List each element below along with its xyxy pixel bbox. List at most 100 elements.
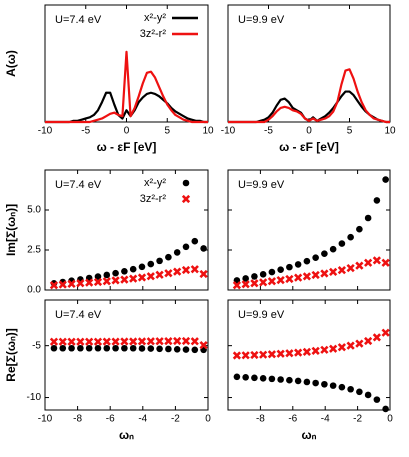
circle-marker [251, 273, 258, 280]
circle-marker [373, 197, 381, 204]
circle-marker [286, 263, 293, 271]
plot-frame [227, 169, 391, 291]
cross-marker [111, 337, 120, 346]
cross-marker [137, 273, 147, 282]
cross-marker [164, 336, 173, 346]
circle-marker [173, 345, 181, 353]
cross-marker [381, 328, 390, 337]
annotation: U=7.4 eV [55, 14, 102, 26]
cross-marker [250, 350, 259, 360]
cross-marker [58, 337, 67, 346]
circle-marker [356, 388, 363, 396]
x-tick-label: -2 [171, 414, 180, 425]
spectral-line [228, 90, 390, 124]
x-tick-label: -4 [321, 414, 330, 425]
cross-marker [337, 343, 347, 352]
cross-marker [76, 337, 85, 346]
circle-marker [94, 273, 102, 280]
circle-marker [321, 250, 328, 257]
cross-marker [241, 351, 250, 360]
circle-marker [338, 383, 346, 391]
cross-marker [285, 349, 294, 358]
circle-marker [364, 391, 372, 399]
circle-marker [286, 376, 293, 384]
cross-marker [311, 270, 320, 280]
y-tick-label: -10 [27, 392, 42, 403]
cross-marker [76, 279, 85, 288]
cross-marker [372, 256, 381, 265]
circle-marker [200, 245, 207, 252]
cross-marker [267, 277, 277, 286]
circle-marker [251, 374, 258, 382]
circle-marker [233, 373, 241, 381]
plot-frame [44, 299, 209, 411]
cross-marker [346, 263, 355, 273]
circle-marker [312, 254, 319, 261]
y-tick-label: -5 [32, 340, 41, 351]
y-tick-label: 2.5 [27, 245, 41, 256]
cross-marker [67, 337, 76, 346]
cross-marker [137, 337, 147, 346]
annotation: U=7.4 eV [55, 179, 102, 191]
circle-marker [356, 225, 363, 233]
spectral-line [45, 91, 208, 124]
circle-marker [347, 385, 354, 393]
circle-marker [373, 396, 381, 403]
x-axis-label: ωₙ [302, 428, 317, 442]
annotation: U=9.9 eV [238, 14, 285, 26]
cross-marker [346, 341, 355, 350]
circle-marker [121, 267, 128, 275]
circle-marker [77, 344, 84, 352]
legend-swatch [181, 194, 191, 204]
legend-swatch [182, 179, 190, 187]
circle-marker [277, 266, 284, 273]
cross-marker [129, 274, 138, 283]
circle-marker [338, 240, 346, 247]
cross-marker [190, 265, 199, 274]
cross-marker [102, 337, 111, 346]
cross-marker [320, 345, 329, 354]
legend-label: x²-y² [144, 12, 166, 24]
plot-frame [227, 299, 391, 411]
annotation: U=9.9 eV [238, 179, 285, 191]
cross-marker [146, 272, 155, 281]
cross-marker [276, 275, 285, 285]
x-tick-label: -10 [221, 126, 236, 137]
cross-marker [181, 265, 191, 275]
circle-marker [364, 214, 372, 222]
cross-marker [294, 348, 303, 357]
circle-marker [303, 378, 311, 386]
y-axis-label: A(ω) [4, 50, 18, 77]
cross-marker [294, 273, 303, 282]
cross-marker [337, 266, 347, 275]
cross-marker [120, 337, 129, 346]
circle-marker [259, 375, 267, 382]
circle-marker [191, 346, 199, 354]
cross-marker [381, 258, 390, 267]
x-axis-label: ω - εF [eV] [279, 140, 339, 154]
x-tick-label: -5 [81, 126, 90, 137]
cross-marker [173, 336, 182, 346]
cross-marker [372, 333, 381, 342]
circle-marker [173, 249, 181, 256]
circle-marker [112, 269, 119, 277]
cross-marker [155, 337, 164, 346]
cross-marker [320, 269, 329, 278]
cross-marker [181, 336, 191, 346]
x-tick-label: 0 [306, 126, 312, 137]
cross-marker [199, 269, 208, 279]
circle-marker [294, 261, 302, 268]
circle-marker [147, 260, 155, 268]
circle-marker [277, 376, 284, 383]
circle-marker [303, 257, 311, 265]
x-tick-label: -2 [353, 414, 362, 425]
cross-marker [259, 350, 268, 359]
x-tick-label: 0 [387, 414, 393, 425]
cross-marker [311, 346, 320, 355]
cross-marker [329, 267, 338, 277]
cross-marker [146, 337, 155, 346]
circle-marker [382, 405, 389, 413]
plot-frame [44, 169, 209, 291]
cross-marker [129, 337, 138, 346]
y-axis-label: Re[Σ(ωₙ)] [4, 328, 18, 381]
